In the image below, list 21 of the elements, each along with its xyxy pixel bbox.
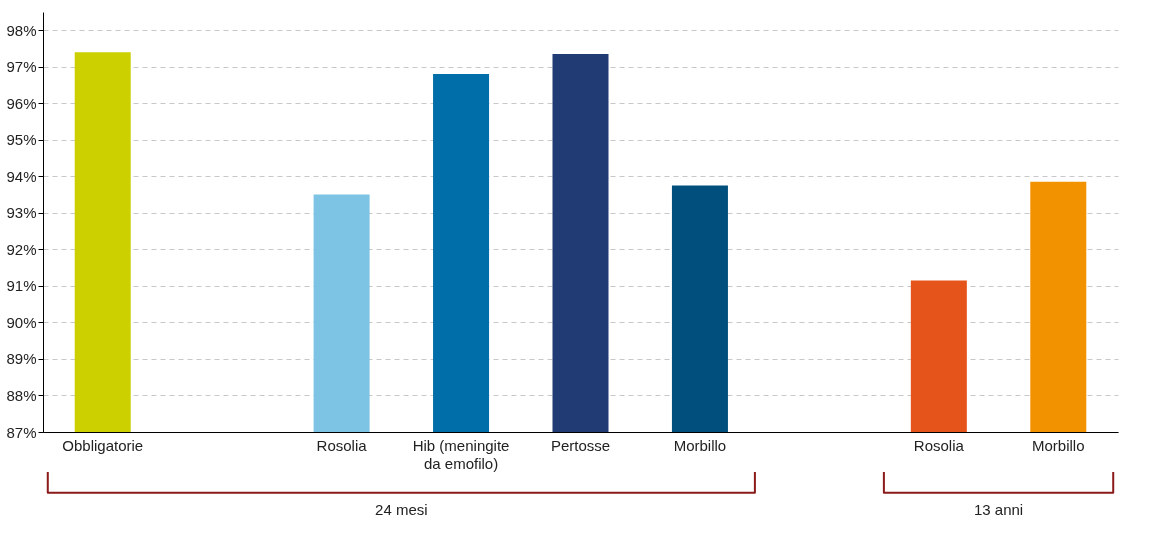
- text: 24 mesi: [375, 501, 428, 518]
- y-tick-label: 90%: [6, 313, 37, 331]
- y-tick-label: 88%: [6, 386, 37, 404]
- x-tick-label: Rosolia: [913, 436, 965, 454]
- y-tick-label: 94%: [6, 167, 37, 185]
- x-tick-label: Pertosse: [550, 436, 611, 454]
- x-tick-label: Hib (meningite da emofilo): [412, 436, 510, 472]
- x-tick-label: Obbligatorie: [62, 436, 144, 454]
- text: 13 anni: [973, 501, 1024, 518]
- x-tick-label: Rosolia: [316, 436, 368, 454]
- y-tick-label: 95%: [6, 131, 37, 149]
- y-tick-label: 92%: [6, 240, 37, 258]
- x-tick-label: Morbillo: [1032, 436, 1085, 454]
- y-tick-label: 93%: [6, 204, 37, 222]
- y-tick-label: 91%: [6, 277, 37, 295]
- y-tick-label: 97%: [6, 58, 37, 76]
- y-tick-label: 89%: [6, 350, 37, 368]
- y-tick-label: 96%: [6, 94, 37, 112]
- y-tick-label: 87%: [6, 423, 37, 441]
- y-tick-label: 98%: [6, 21, 37, 39]
- x-tick-label: Morbillo: [673, 436, 727, 454]
